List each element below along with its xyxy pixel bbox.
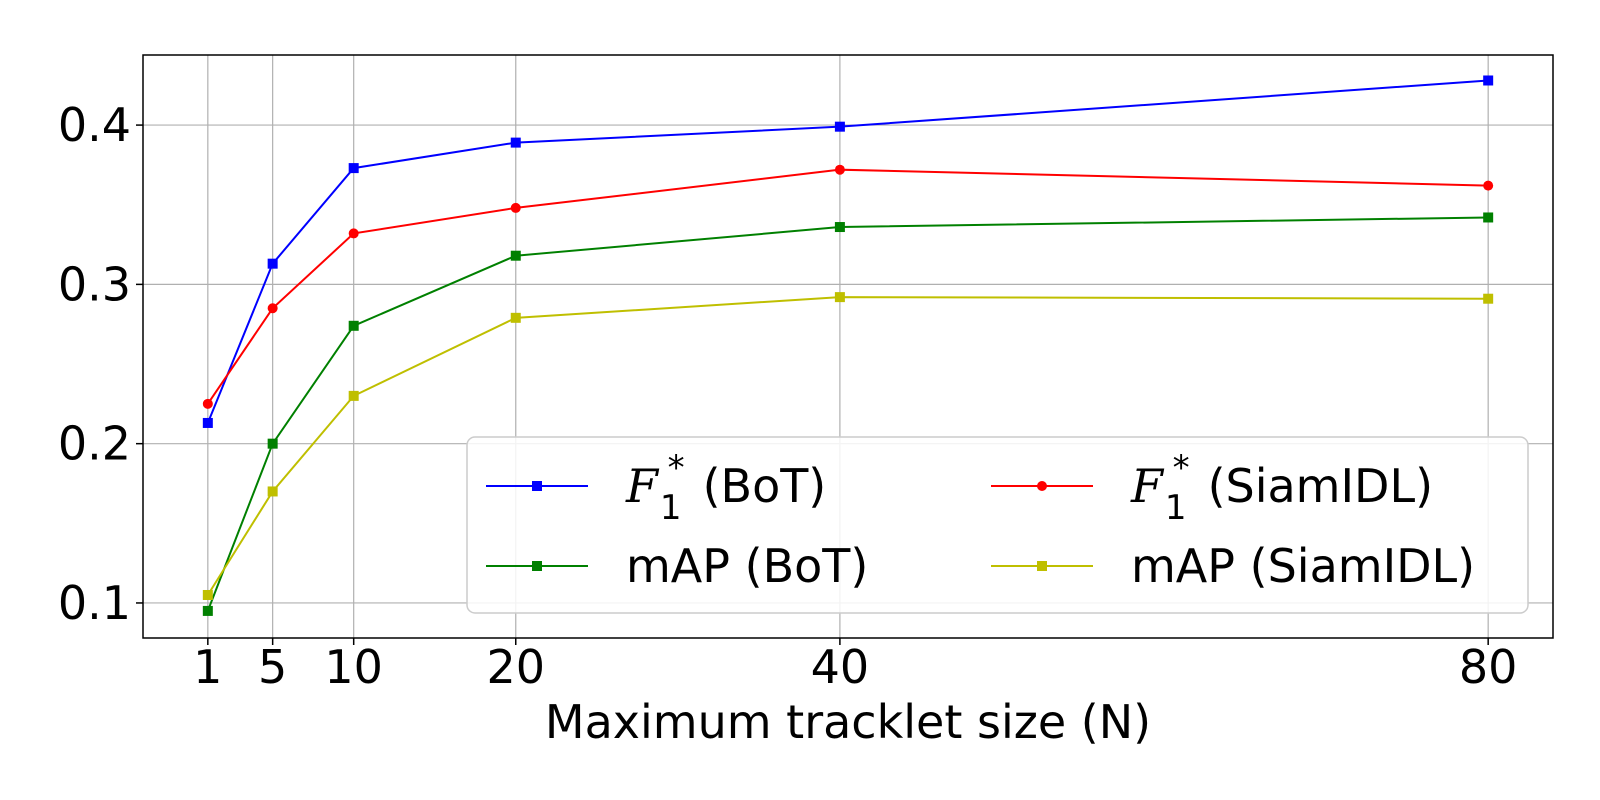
- legend-swatch-marker: [1037, 481, 1047, 491]
- data-point-3: [510, 312, 521, 323]
- plot-frame: [142, 54, 1554, 639]
- x-tick-label: 5: [258, 640, 287, 694]
- x-tick-label: 80: [1459, 640, 1518, 694]
- data-point-0: [834, 121, 845, 132]
- data-point-0: [1483, 75, 1494, 86]
- series-lines: [206, 79, 1489, 612]
- data-point-0: [510, 137, 521, 148]
- x-tick-label: 10: [324, 640, 383, 694]
- legend-label: F1* (BoT): [625, 448, 826, 528]
- y-tick-label: 0.1: [58, 576, 131, 630]
- y-tick-label: 0.3: [58, 257, 131, 311]
- x-tick-label: 20: [486, 640, 545, 694]
- legend-swatch-marker: [1037, 561, 1047, 571]
- series-line-1: [207, 168, 1489, 405]
- data-point-0: [267, 258, 278, 269]
- legend-label: F1* (SiamIDL): [1130, 448, 1433, 528]
- legend-label: mAP (BoT): [626, 539, 868, 593]
- x-tick-label: 1: [193, 640, 222, 694]
- y-axis-ticks: 0.1 0.2 0.3 0.4: [58, 98, 143, 630]
- y-tick-label: 0.4: [58, 98, 131, 152]
- data-point-2: [202, 605, 213, 616]
- data-point-3: [348, 390, 359, 401]
- data-point-3: [267, 486, 278, 497]
- y-tick-label: 0.2: [58, 417, 131, 471]
- legend-box: [466, 436, 1529, 614]
- data-point-2: [267, 438, 278, 449]
- data-point-3: [202, 589, 213, 600]
- data-point-2: [1483, 212, 1494, 223]
- data-point-1: [834, 164, 845, 175]
- legend: F1* (BoT) F1* (SiamIDL) mAP (BoT) mAP (SiamID…: [466, 436, 1529, 614]
- series-line-0: [206, 79, 1489, 424]
- data-point-2: [348, 320, 359, 331]
- legend-label: mAP (SiamIDL): [1131, 539, 1475, 593]
- series-line-3: [206, 296, 1489, 596]
- legend-swatch-marker: [532, 561, 542, 571]
- data-point-1: [202, 398, 213, 409]
- data-point-0: [202, 417, 213, 428]
- x-axis-ticks: 1 5 10 20 40 80: [193, 638, 1517, 694]
- data-point-2: [510, 250, 521, 261]
- data-point-0: [348, 163, 359, 174]
- data-point-1: [510, 202, 521, 213]
- data-point-3: [834, 292, 845, 303]
- data-point-3: [1483, 293, 1494, 304]
- data-point-2: [834, 222, 845, 233]
- series-line-2: [206, 216, 1489, 612]
- legend-swatch-marker: [532, 481, 542, 491]
- series-markers: [202, 75, 1494, 616]
- data-point-1: [1483, 180, 1494, 191]
- data-point-1: [267, 303, 278, 314]
- x-axis-label: Maximum tracklet size (N): [545, 695, 1151, 749]
- x-tick-label: 40: [811, 640, 870, 694]
- data-point-1: [348, 228, 359, 239]
